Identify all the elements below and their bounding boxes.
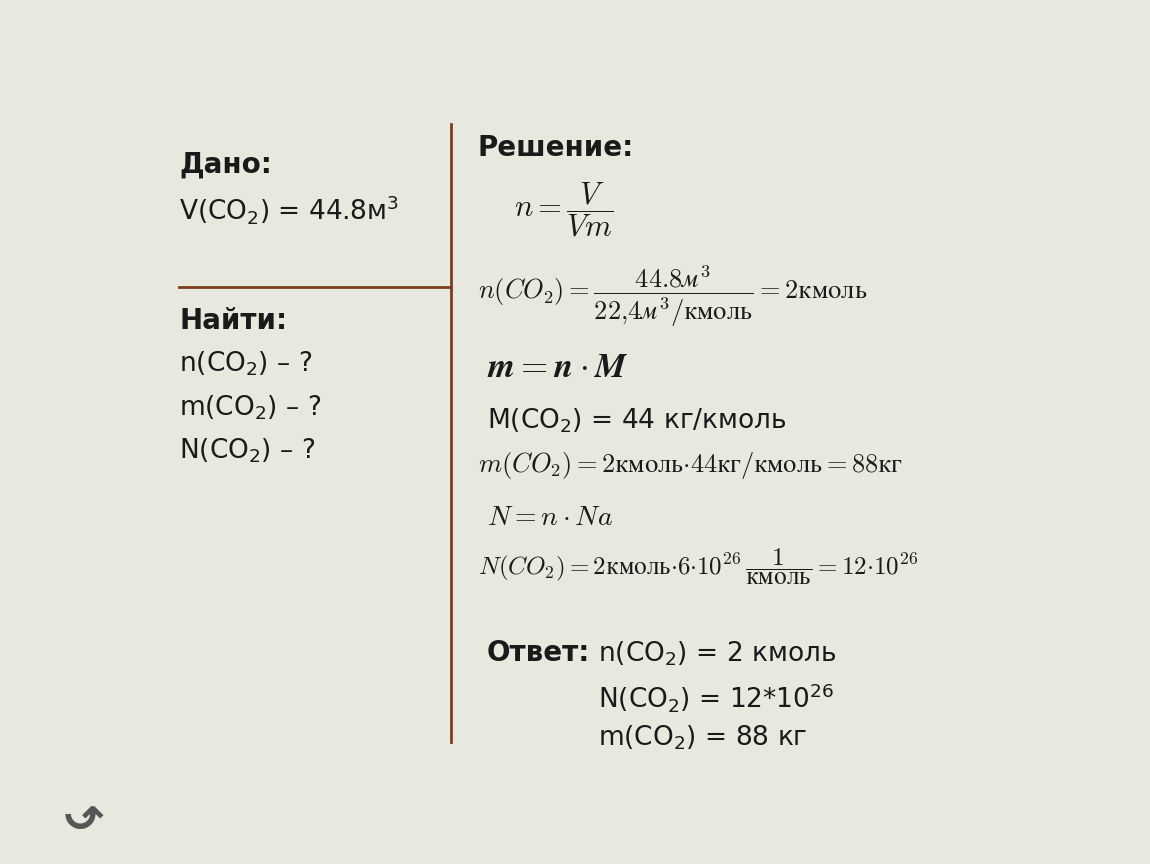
Text: $m(CO_2) = 2\mathrm{кмоль}{\cdot}44\mathrm{кг}/\mathrm{кмоль}=88\mathrm{кг}$: $m(CO_2) = 2\mathrm{кмоль}{\cdot}44\math…	[478, 449, 903, 480]
Text: m(CO$_2$) – ?: m(CO$_2$) – ?	[179, 393, 322, 422]
Text: Решение:: Решение:	[478, 134, 634, 162]
Text: N(CO$_2$) – ?: N(CO$_2$) – ?	[179, 436, 316, 465]
Text: М(CO$_2$) = 44 кг/кмоль: М(CO$_2$) = 44 кг/кмоль	[486, 406, 787, 435]
Text: Найти:: Найти:	[179, 307, 288, 334]
Text: $N = n \cdot Na$: $N = n \cdot Na$	[486, 503, 613, 530]
Text: $\boldsymbol{m = n \cdot M}$: $\boldsymbol{m = n \cdot M}$	[486, 350, 629, 384]
Text: N(CO$_2$) = 12*10$^{26}$: N(CO$_2$) = 12*10$^{26}$	[598, 681, 835, 715]
Text: Дано:: Дано:	[179, 150, 273, 178]
Text: $N(CO_2) = 2\mathrm{кмоль}{\cdot}6{\cdot}10^{26}\,\dfrac{1}{\mathrm{кмоль}} = 12: $N(CO_2) = 2\mathrm{кмоль}{\cdot}6{\cdot…	[478, 546, 918, 587]
Text: n(CO$_2$) – ?: n(CO$_2$) – ?	[179, 350, 313, 378]
Text: ↶: ↶	[63, 786, 104, 831]
Text: Ответ:: Ответ:	[486, 639, 590, 667]
Text: $n(CO_2) = \dfrac{44.8\mathit{м}^3}{22{,}4\mathit{м}^3 / \mathrm{кмоль}} = 2\mat: $n(CO_2) = \dfrac{44.8\mathit{м}^3}{22{,…	[478, 264, 867, 329]
Text: m(CO$_2$) = 88 кг: m(CO$_2$) = 88 кг	[598, 724, 807, 753]
Text: n(CO$_2$) = 2 кмоль: n(CO$_2$) = 2 кмоль	[598, 639, 836, 668]
Text: V(CO$_2$) = 44.8м$^3$: V(CO$_2$) = 44.8м$^3$	[179, 194, 399, 226]
Text: $n = \dfrac{V}{Vm}$: $n = \dfrac{V}{Vm}$	[514, 181, 613, 238]
